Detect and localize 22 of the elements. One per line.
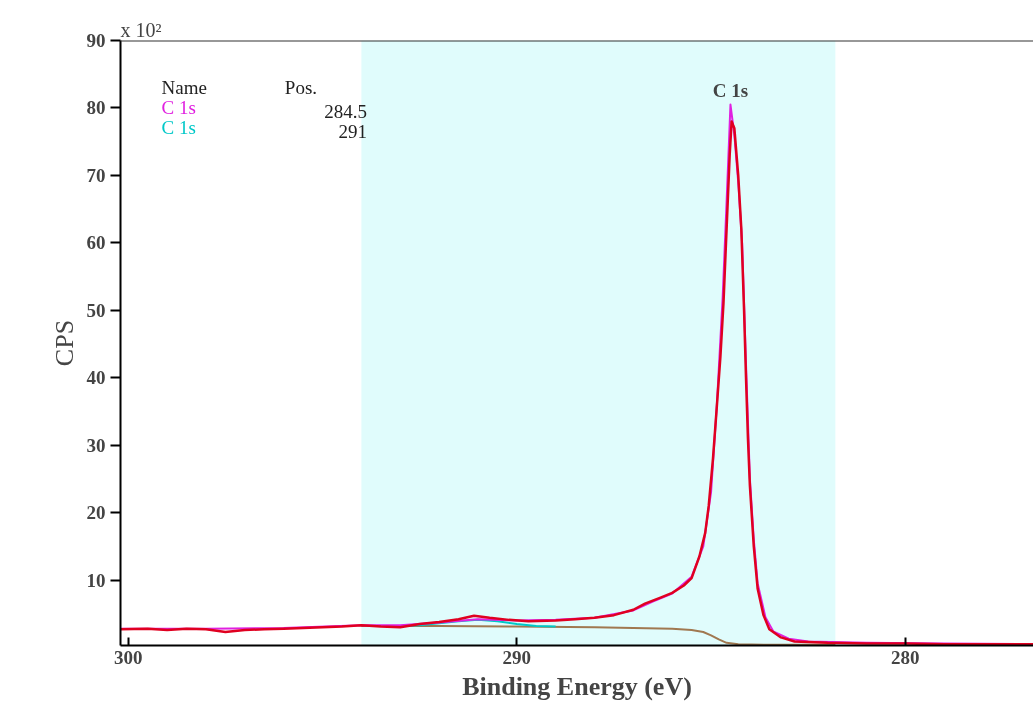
text: C 1s [161, 96, 196, 118]
x-tick-label: 280 [891, 646, 920, 668]
y-tick-label: 50 [86, 299, 106, 321]
annotation: 284.5 [324, 100, 368, 122]
y-tick-label: 40 [86, 367, 106, 389]
x-tick-label: 300 [114, 646, 143, 668]
y-tick-label: 60 [86, 232, 106, 254]
y-tick-label: 30 [86, 434, 106, 456]
y-tick-label: 20 [86, 502, 106, 524]
x-tick-label: 290 [502, 646, 532, 668]
y-tick-label: 10 [86, 569, 106, 591]
annotation: 291 [338, 120, 368, 142]
y-tick-label: 80 [86, 97, 106, 119]
y-tick-label: 70 [86, 164, 106, 186]
y-axis-title: CPS [49, 319, 79, 367]
y-tick-label: 90 [86, 30, 106, 51]
annotation: C 1s [712, 79, 749, 101]
annotation: Name [161, 76, 207, 98]
text: C 1s [161, 116, 196, 138]
annotation: x 10² [120, 18, 162, 41]
annotation: Pos. [284, 76, 318, 98]
x-axis-title: Binding Energy (eV) [462, 671, 692, 701]
